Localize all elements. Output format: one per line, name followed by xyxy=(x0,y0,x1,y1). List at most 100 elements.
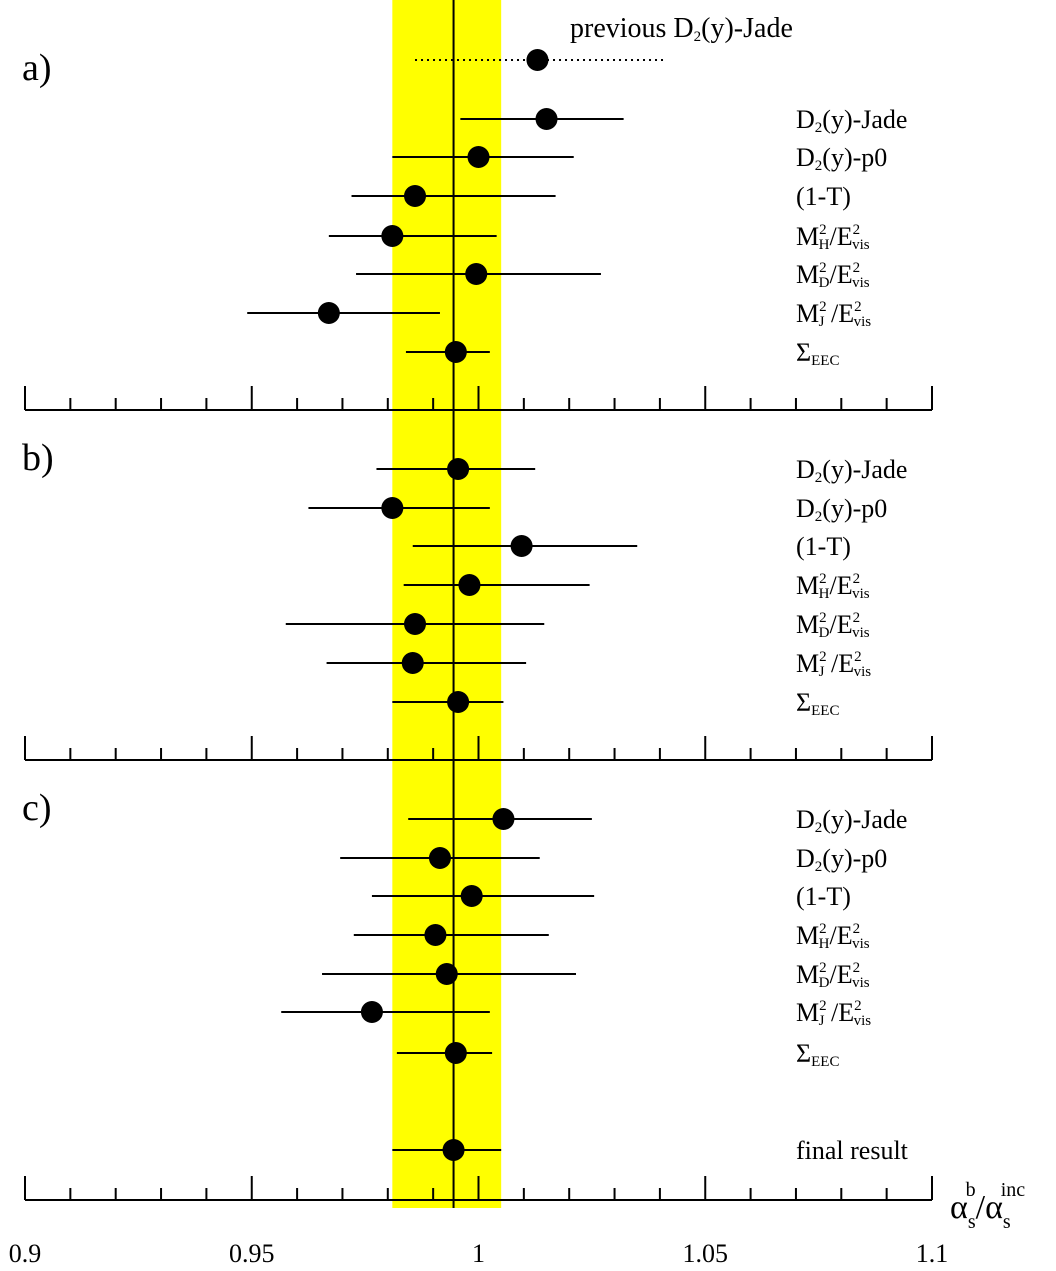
label-rest: (y)-Jade xyxy=(822,455,907,484)
label-base: M xyxy=(796,649,819,678)
label-base: M xyxy=(796,998,819,1027)
label-rest: (y)-Jade xyxy=(822,805,907,834)
label-sub: vis xyxy=(852,237,870,253)
label-base: (1-T) xyxy=(796,882,851,911)
label-rest: (y)-p0 xyxy=(822,844,887,873)
data-point-marker xyxy=(381,225,404,247)
label-sub: 2 xyxy=(694,29,702,45)
label-sup: 2 xyxy=(819,222,827,238)
panel-label: b) xyxy=(22,437,54,479)
label-sup: 2 xyxy=(853,921,861,937)
data-point-marker xyxy=(360,1001,383,1023)
axis-title-sub: s xyxy=(968,1211,976,1233)
label-sub: vis xyxy=(854,664,872,680)
final-label: final result xyxy=(796,1136,909,1165)
label-base: D xyxy=(796,844,815,873)
axis-title-sup: inc xyxy=(1001,1179,1026,1201)
label-base: previous D xyxy=(570,13,694,44)
row-label: M2 D/E2 vis xyxy=(796,260,870,291)
label-sup: 2 xyxy=(819,260,827,276)
data-point-marker xyxy=(458,574,481,596)
label-base: (1-T) xyxy=(796,532,851,561)
label-sub: EEC xyxy=(811,703,839,719)
label-sub: H xyxy=(819,936,830,952)
data-point-marker xyxy=(510,535,533,557)
label-rest: /E xyxy=(829,571,852,600)
label-rest: (y)-Jade xyxy=(701,13,793,44)
label-sub: J xyxy=(819,1013,825,1029)
data-point-marker xyxy=(460,885,483,907)
data-point-marker xyxy=(467,146,490,168)
label-sub: D xyxy=(819,625,830,641)
data-point-marker xyxy=(317,302,340,324)
label-base: M xyxy=(796,222,819,251)
row-label: (1-T) xyxy=(796,532,851,561)
row-label: (1-T) xyxy=(796,882,851,911)
label-rest: /E xyxy=(824,649,854,678)
label-sub: vis xyxy=(854,1013,872,1029)
label-rest: /E xyxy=(829,260,852,289)
data-point-marker xyxy=(401,652,424,674)
data-point-marker xyxy=(447,458,470,480)
label-base: D xyxy=(796,455,815,484)
label-rest: /E xyxy=(829,222,852,251)
row-label: M2 D/E2 vis xyxy=(796,610,870,641)
label-sub: EEC xyxy=(811,353,839,369)
label-base: M xyxy=(796,921,819,950)
x-axis-title: αsb/αsinc xyxy=(950,1179,1025,1233)
x-tick-label: 1 xyxy=(472,1239,485,1268)
label-sup: 2 xyxy=(853,222,861,238)
data-point-marker xyxy=(428,847,451,869)
row-label: ΣEEC xyxy=(796,1039,839,1070)
label-sub: 2 xyxy=(815,859,823,875)
label-sub: J xyxy=(819,664,825,680)
label-base: D xyxy=(796,805,815,834)
axis-title-part: /α xyxy=(976,1189,1003,1226)
label-rest: /E xyxy=(829,610,852,639)
label-sub: 2 xyxy=(815,820,823,836)
label-base: M xyxy=(796,960,819,989)
label-sup: 2 xyxy=(853,260,861,276)
label-base: Σ xyxy=(796,688,811,717)
row-label: D2(y)-p0 xyxy=(796,143,887,174)
label-sub: 2 xyxy=(815,120,823,136)
label-rest: (y)-Jade xyxy=(822,105,907,134)
data-point-marker xyxy=(447,691,470,713)
label-base: D xyxy=(796,105,815,134)
x-tick-label: 1.05 xyxy=(683,1239,729,1268)
label-sub: vis xyxy=(852,275,870,291)
label-rest: (y)-p0 xyxy=(822,494,887,523)
axis-title-sup: b xyxy=(966,1179,976,1201)
label-base: M xyxy=(796,299,819,328)
label-sub: EEC xyxy=(811,1054,839,1070)
label-base: M xyxy=(796,610,819,639)
label-base: M xyxy=(796,260,819,289)
label-sup: 2 xyxy=(853,610,861,626)
data-point-marker xyxy=(444,1042,467,1064)
label-base: D xyxy=(796,143,815,172)
label-sup: 2 xyxy=(819,921,827,937)
panel-label: a) xyxy=(22,47,52,89)
label-base: Σ xyxy=(796,338,811,367)
row-label: M2 H/E2 vis xyxy=(796,222,870,253)
data-point-marker xyxy=(444,341,467,363)
uncertainty-band xyxy=(392,0,502,1208)
data-point-marker xyxy=(535,108,558,130)
row-label: D2(y)-Jade xyxy=(796,805,907,836)
row-label: M2 H/E2 vis xyxy=(796,571,870,602)
label-sub: J xyxy=(819,314,825,330)
label-sup: 2 xyxy=(819,571,827,587)
label-sup: 2 xyxy=(819,960,827,976)
label-sub: 2 xyxy=(815,158,823,174)
data-point-marker xyxy=(381,497,404,519)
label-sup: 2 xyxy=(854,299,862,315)
band-layer xyxy=(392,0,502,1208)
final-point-marker xyxy=(442,1139,465,1161)
label-base: M xyxy=(796,571,819,600)
label-sub: H xyxy=(819,237,830,253)
label-sub: vis xyxy=(852,586,870,602)
data-point-marker xyxy=(404,613,427,635)
